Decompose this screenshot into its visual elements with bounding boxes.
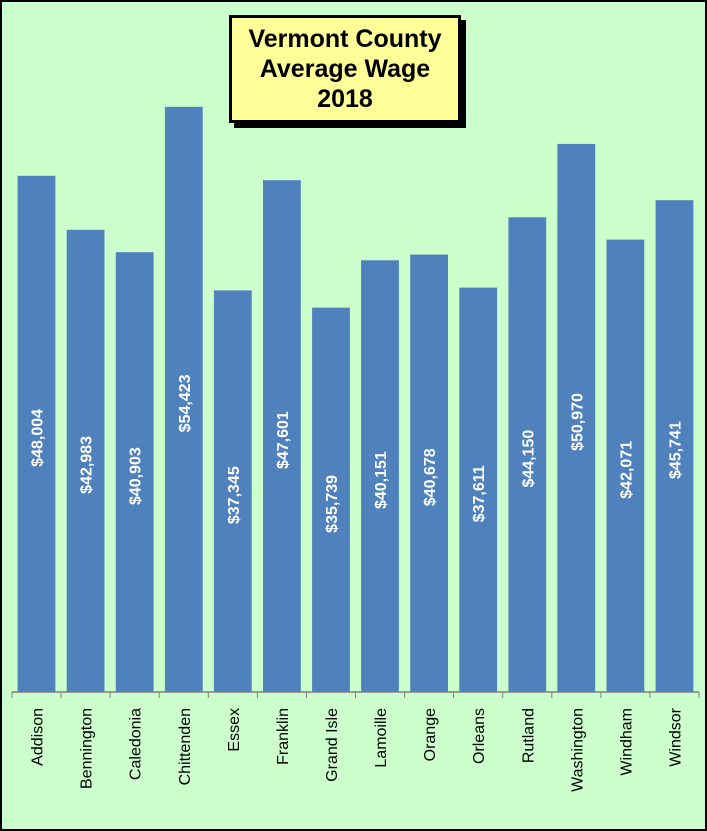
bar-orange — [410, 254, 448, 692]
bar-addison — [17, 175, 56, 693]
data-label: $48,004 — [30, 409, 47, 467]
bar-windham — [606, 239, 645, 692]
bar-caledonia — [115, 252, 154, 692]
category-label: Caledonia — [128, 708, 145, 780]
category-label: Washington — [569, 708, 586, 792]
data-label: $44,150 — [520, 430, 537, 488]
category-label: Windham — [618, 708, 635, 776]
category-label: Windsor — [668, 707, 685, 766]
data-label: $45,741 — [668, 421, 685, 479]
chart-title-line-1: Vermont County — [248, 25, 442, 53]
category-label: Essex — [226, 708, 243, 752]
category-label: Rutland — [520, 708, 537, 763]
category-label: Bennington — [79, 708, 96, 789]
bar-franklin — [263, 180, 301, 692]
category-label: Franklin — [275, 708, 292, 765]
bar-lamoille — [361, 260, 399, 692]
x-axis — [11, 691, 700, 698]
bars-group — [17, 106, 694, 693]
bar-essex — [213, 290, 252, 692]
category-labels-group: Addison Bennington Caledonia Chittenden Esse… — [30, 707, 685, 792]
category-label: Chittenden — [177, 708, 194, 785]
data-label: $50,970 — [569, 393, 586, 451]
category-label: Orleans — [471, 708, 488, 764]
data-label: $42,983 — [79, 436, 96, 494]
data-label: $35,739 — [324, 475, 341, 533]
chart-title-line-3: 2018 — [317, 85, 373, 113]
data-label: $40,678 — [422, 448, 439, 506]
data-label: $37,611 — [471, 465, 488, 522]
bar-washington — [557, 143, 596, 692]
bar-windsor — [655, 200, 694, 692]
data-label: $54,423 — [177, 374, 194, 432]
data-label: $47,601 — [275, 411, 292, 469]
bar-bennington — [66, 229, 105, 693]
bar-chittenden — [164, 106, 203, 693]
bar-rutland — [508, 217, 547, 693]
category-label: Grand Isle — [324, 708, 341, 782]
category-label: Orange — [422, 708, 439, 761]
category-label: Lamoille — [373, 708, 390, 768]
data-label: $42,071 — [618, 441, 635, 499]
data-label: $40,151 — [373, 451, 390, 509]
chart-title: Vermont County Average Wage 2018 — [229, 15, 461, 123]
value-labels-group: $48,004 $42,983 $40,903 $54,423 $37,345 $47,6… — [30, 374, 685, 532]
bar-grand-isle — [312, 307, 350, 692]
category-label: Addison — [30, 708, 47, 766]
data-label: $40,903 — [128, 447, 145, 505]
bar-orleans — [459, 287, 498, 692]
data-label: $37,345 — [226, 466, 243, 524]
chart-title-line-2: Average Wage — [259, 55, 431, 83]
